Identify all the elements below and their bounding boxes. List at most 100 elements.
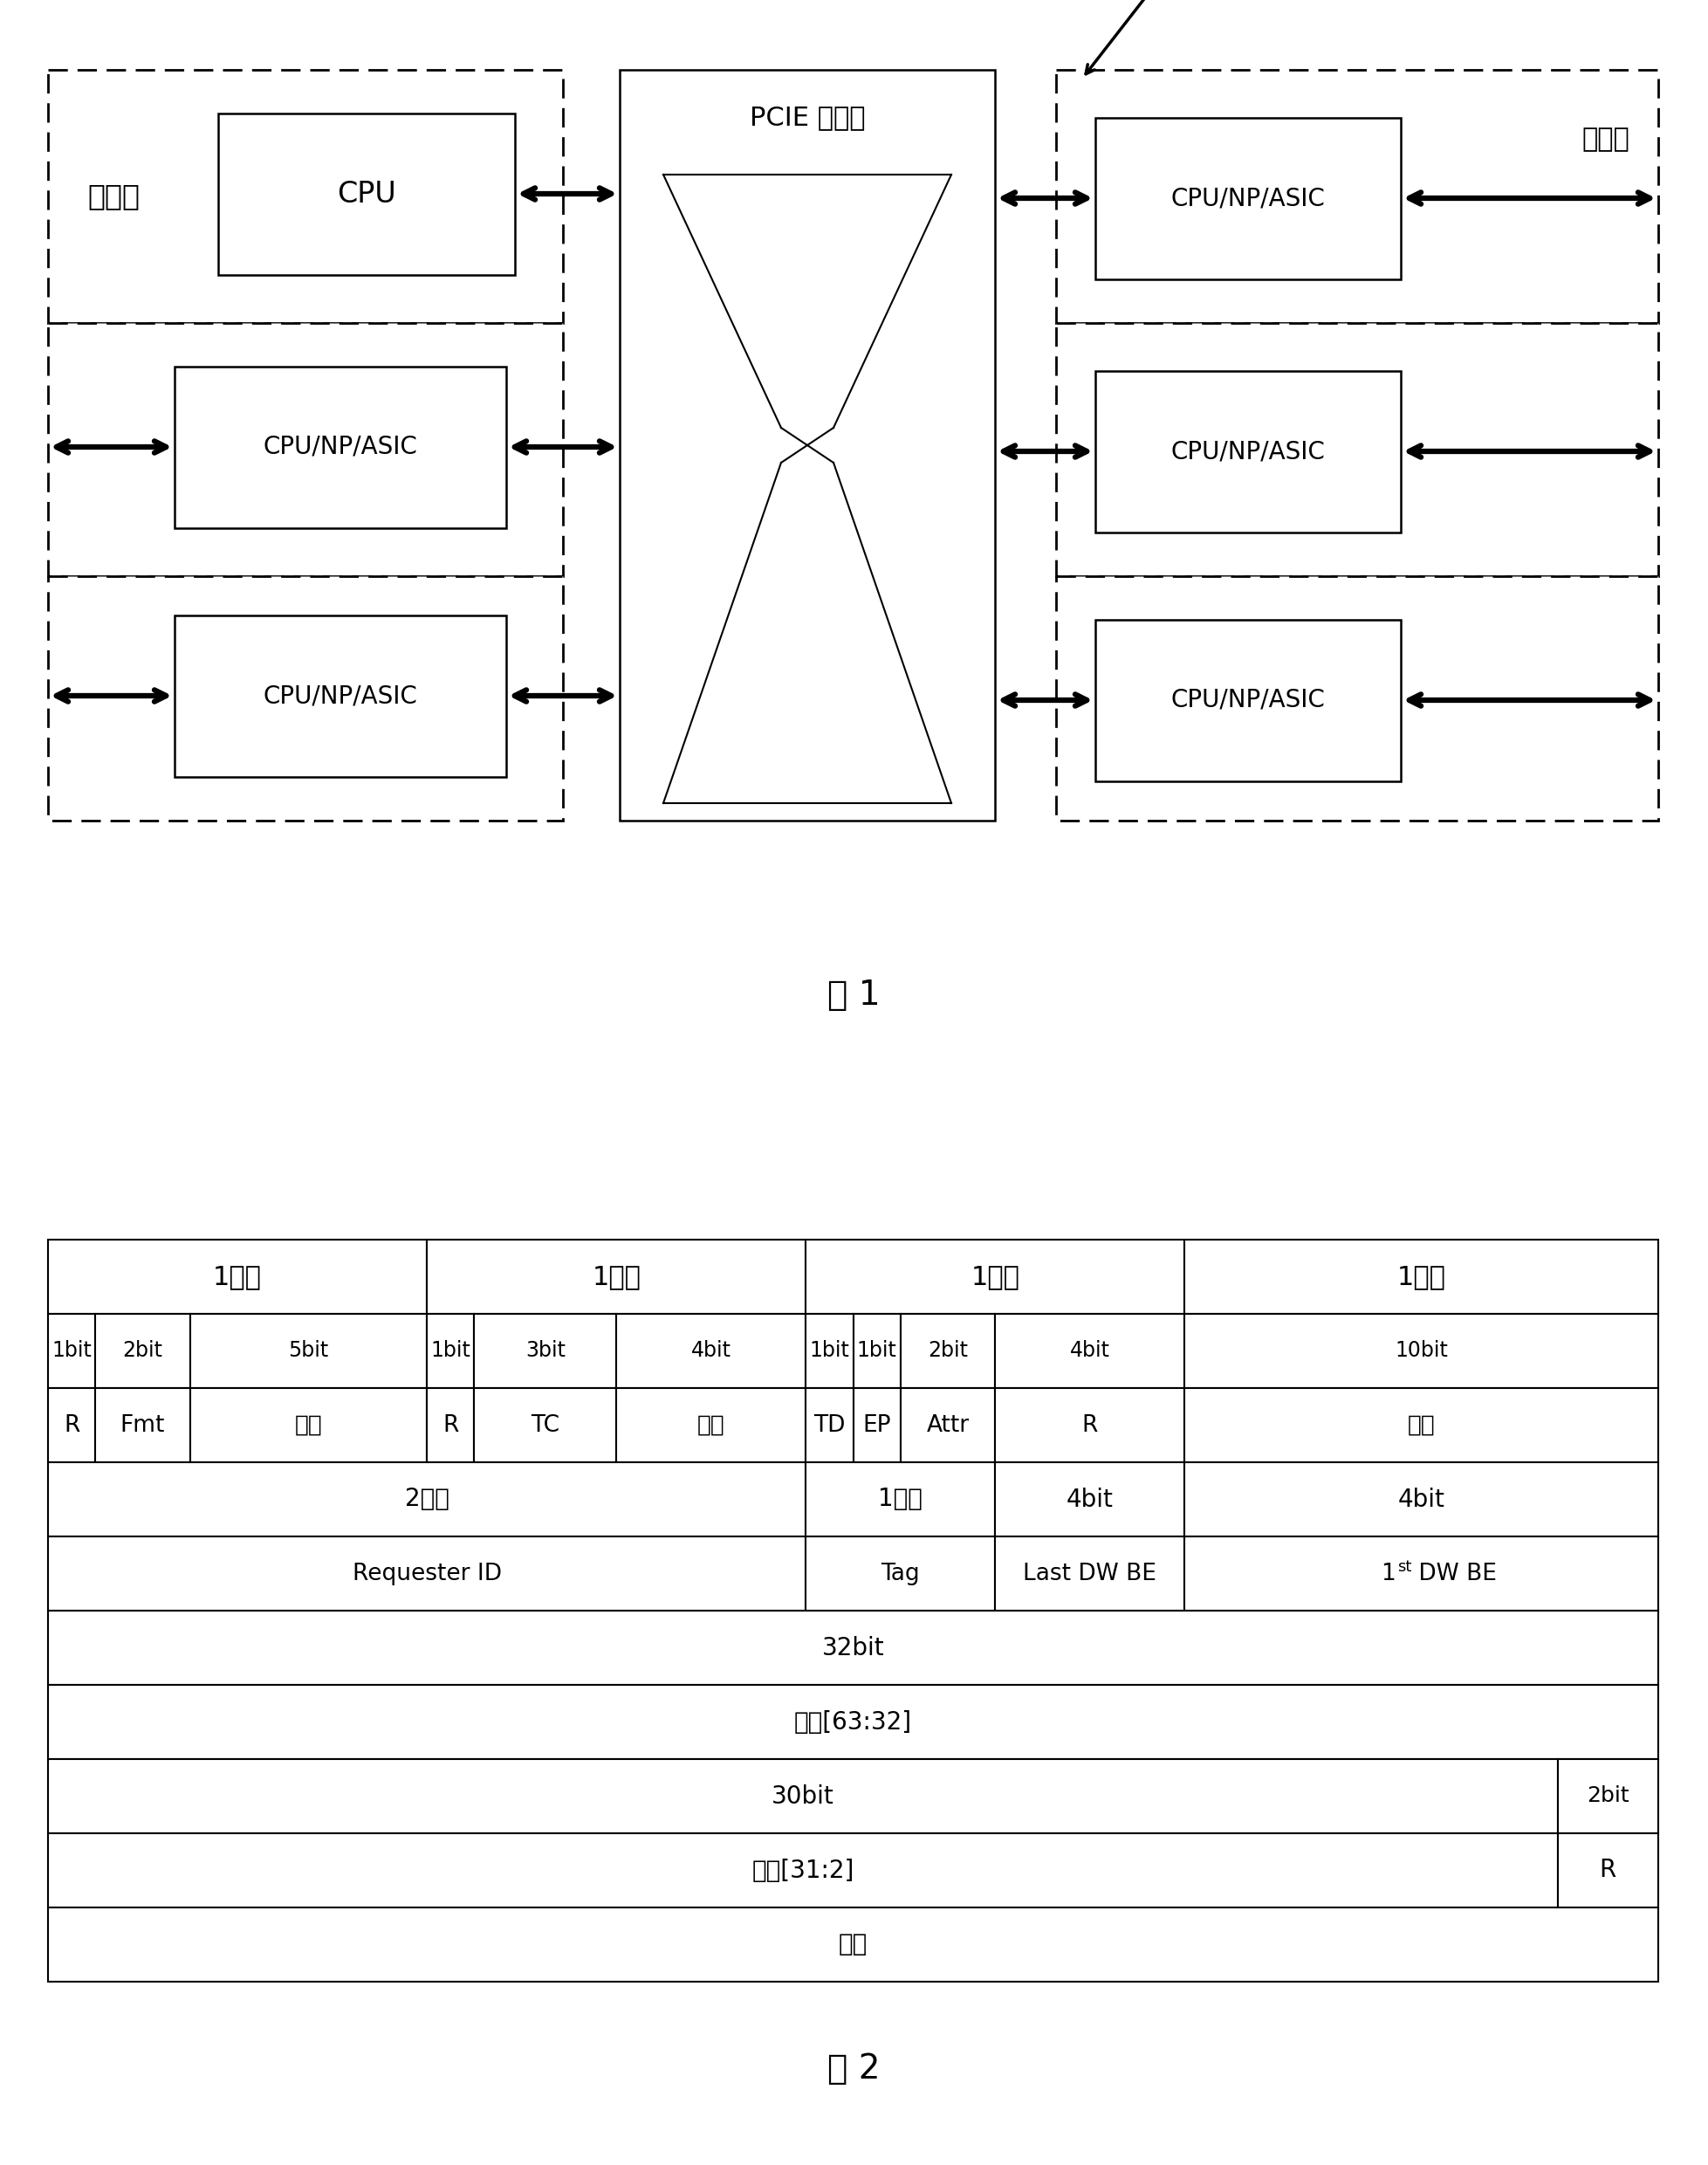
Bar (96, 1388, 190, 1461)
Bar (48, 1241, 427, 1314)
Text: 图 1: 图 1 (827, 979, 880, 1011)
Text: 32bit: 32bit (822, 1635, 885, 1661)
Text: 2bit: 2bit (123, 1340, 162, 1362)
Bar (48, 1758, 1558, 1834)
Text: CPU: CPU (336, 180, 396, 208)
Bar (996, 1388, 1185, 1461)
Bar (48, 1537, 806, 1611)
Text: Tag: Tag (881, 1563, 921, 1585)
Bar (48, 1834, 1558, 1907)
Bar (1095, 117, 1401, 279)
Text: 5bit: 5bit (289, 1340, 328, 1362)
Text: 1字节: 1字节 (214, 1264, 261, 1290)
Text: 4bit: 4bit (1397, 1487, 1445, 1511)
Bar (48, 1684, 1658, 1758)
Bar (48, 69, 564, 323)
Bar (174, 615, 506, 777)
Text: 2字节: 2字节 (405, 1487, 449, 1511)
Bar (806, 1461, 996, 1537)
Text: 30bit: 30bit (772, 1784, 834, 1808)
Bar (617, 1388, 806, 1461)
Bar (48, 1314, 96, 1388)
Text: CPU/NP/ASIC: CPU/NP/ASIC (1172, 186, 1325, 210)
Text: Attr: Attr (926, 1414, 968, 1438)
Text: 1字节: 1字节 (593, 1264, 640, 1290)
Text: 1bit: 1bit (810, 1340, 849, 1362)
Text: CPU/NP/ASIC: CPU/NP/ASIC (1172, 688, 1325, 712)
Text: R: R (63, 1414, 80, 1438)
Text: 类型: 类型 (294, 1414, 323, 1438)
Text: 1bit: 1bit (857, 1340, 897, 1362)
Text: 2bit: 2bit (1587, 1786, 1629, 1806)
Bar (996, 1537, 1185, 1611)
Bar (806, 1537, 996, 1611)
Bar (1558, 1758, 1658, 1834)
Bar (620, 69, 996, 821)
Text: 地址[63:32]: 地址[63:32] (794, 1710, 912, 1734)
Text: CPU/NP/ASIC: CPU/NP/ASIC (1172, 439, 1325, 463)
Bar (1056, 576, 1658, 821)
Text: R: R (1599, 1858, 1616, 1884)
Bar (48, 1461, 806, 1537)
Bar (852, 1314, 900, 1388)
Text: Requester ID: Requester ID (352, 1563, 502, 1585)
Text: 1字节: 1字节 (970, 1264, 1020, 1290)
Bar (1185, 1388, 1658, 1461)
Bar (1095, 370, 1401, 533)
Text: EP: EP (863, 1414, 892, 1438)
Bar (1558, 1834, 1658, 1907)
Bar (96, 1314, 190, 1388)
Text: 4bit: 4bit (692, 1340, 731, 1362)
Bar (190, 1314, 427, 1388)
Text: R: R (1081, 1414, 1098, 1438)
Bar (427, 1314, 475, 1388)
Text: 长度: 长度 (1407, 1414, 1435, 1438)
Text: 地址[31:2]: 地址[31:2] (752, 1858, 854, 1884)
Bar (48, 576, 564, 821)
Text: CPU/NP/ASIC: CPU/NP/ASIC (263, 435, 417, 459)
Text: TD: TD (813, 1414, 845, 1438)
Bar (1185, 1461, 1658, 1537)
Bar (1185, 1537, 1658, 1611)
Text: Fmt: Fmt (120, 1414, 166, 1438)
Text: 保留: 保留 (697, 1414, 724, 1438)
Bar (617, 1314, 806, 1388)
Text: 1bit: 1bit (51, 1340, 92, 1362)
Bar (48, 1388, 96, 1461)
Bar (190, 1388, 427, 1461)
Text: R: R (442, 1414, 458, 1438)
Text: 线卡板: 线卡板 (1582, 128, 1629, 152)
Bar (427, 1241, 806, 1314)
Text: 4bit: 4bit (1069, 1340, 1110, 1362)
Text: 净荷: 净荷 (839, 1933, 868, 1957)
Bar (427, 1388, 475, 1461)
Text: 10bit: 10bit (1395, 1340, 1448, 1362)
Text: 图 2: 图 2 (827, 2052, 880, 2085)
Bar (475, 1388, 617, 1461)
Bar (996, 1314, 1185, 1388)
Text: 1bit: 1bit (430, 1340, 471, 1362)
Text: 1字节: 1字节 (878, 1487, 922, 1511)
Bar (48, 323, 564, 576)
Bar (48, 1611, 1658, 1684)
Text: TC: TC (531, 1414, 560, 1438)
Bar (806, 1241, 1185, 1314)
Text: st: st (1397, 1559, 1411, 1574)
Text: 3bit: 3bit (526, 1340, 565, 1362)
Text: 2bit: 2bit (927, 1340, 968, 1362)
Bar (1185, 1314, 1658, 1388)
Bar (900, 1314, 996, 1388)
Bar (1095, 619, 1401, 782)
Bar (900, 1388, 996, 1461)
Text: 主控板: 主控板 (87, 182, 140, 210)
Text: 4bit: 4bit (1066, 1487, 1114, 1511)
Text: 1字节: 1字节 (1397, 1264, 1447, 1290)
Bar (174, 366, 506, 528)
Bar (852, 1388, 900, 1461)
Text: CPU/NP/ASIC: CPU/NP/ASIC (263, 684, 417, 708)
Bar (1056, 69, 1658, 323)
Text: PCIE 交换器: PCIE 交换器 (750, 106, 866, 130)
Bar (806, 1388, 852, 1461)
Bar (48, 1907, 1658, 1981)
Bar (1185, 1241, 1658, 1314)
